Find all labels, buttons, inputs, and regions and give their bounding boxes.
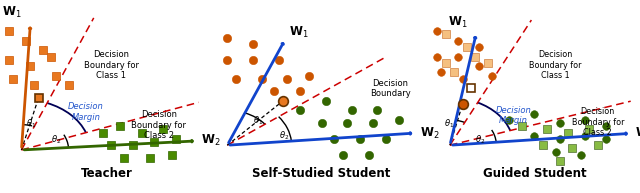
Text: $\theta_1$: $\theta_1$ bbox=[26, 117, 36, 130]
Text: Decision
Boundary: Decision Boundary bbox=[370, 79, 411, 98]
Text: $\theta_2$: $\theta_2$ bbox=[279, 130, 289, 142]
Text: Decision
Boundary for
Class 2: Decision Boundary for Class 2 bbox=[572, 107, 624, 137]
Text: $\mathbf{W}_1$: $\mathbf{W}_1$ bbox=[448, 15, 468, 30]
Text: Decision
Boundary for
Class 2: Decision Boundary for Class 2 bbox=[131, 110, 186, 140]
Text: $\mathbf{W}_2$: $\mathbf{W}_2$ bbox=[419, 125, 439, 141]
Text: Decision
Margin: Decision Margin bbox=[495, 106, 531, 125]
Text: $\mathbf{W}_1$: $\mathbf{W}_1$ bbox=[3, 5, 22, 20]
Text: Guided Student: Guided Student bbox=[483, 167, 586, 180]
Text: Self-Studied Student: Self-Studied Student bbox=[252, 167, 391, 180]
Text: Decision
Boundary for
Class 1: Decision Boundary for Class 1 bbox=[84, 50, 139, 80]
Text: $\mathbf{W}_1$: $\mathbf{W}_1$ bbox=[289, 25, 309, 40]
Text: $\theta_2$: $\theta_2$ bbox=[51, 133, 61, 146]
Text: $\theta_1$: $\theta_1$ bbox=[444, 117, 454, 130]
Text: $\theta_1$: $\theta_1$ bbox=[253, 114, 263, 127]
Text: Decision
Boundary for
Class 1: Decision Boundary for Class 1 bbox=[529, 50, 582, 80]
Text: Teacher: Teacher bbox=[81, 167, 133, 180]
Text: $\mathbf{W}_2$: $\mathbf{W}_2$ bbox=[635, 126, 640, 141]
Text: $\theta_2$: $\theta_2$ bbox=[476, 133, 486, 146]
Text: $\mathbf{W}_2$: $\mathbf{W}_2$ bbox=[201, 133, 221, 148]
Text: Decision
Margin: Decision Margin bbox=[68, 102, 104, 122]
